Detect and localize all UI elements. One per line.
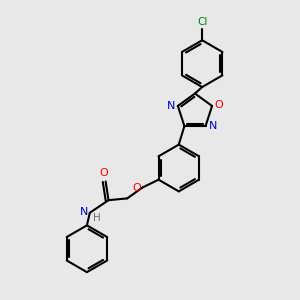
Text: O: O [100, 168, 109, 178]
Text: Cl: Cl [197, 16, 207, 27]
Text: H: H [93, 213, 101, 223]
Text: O: O [132, 183, 141, 193]
Text: N: N [167, 101, 175, 111]
Text: O: O [214, 100, 223, 110]
Text: N: N [80, 207, 88, 217]
Text: N: N [208, 121, 217, 131]
